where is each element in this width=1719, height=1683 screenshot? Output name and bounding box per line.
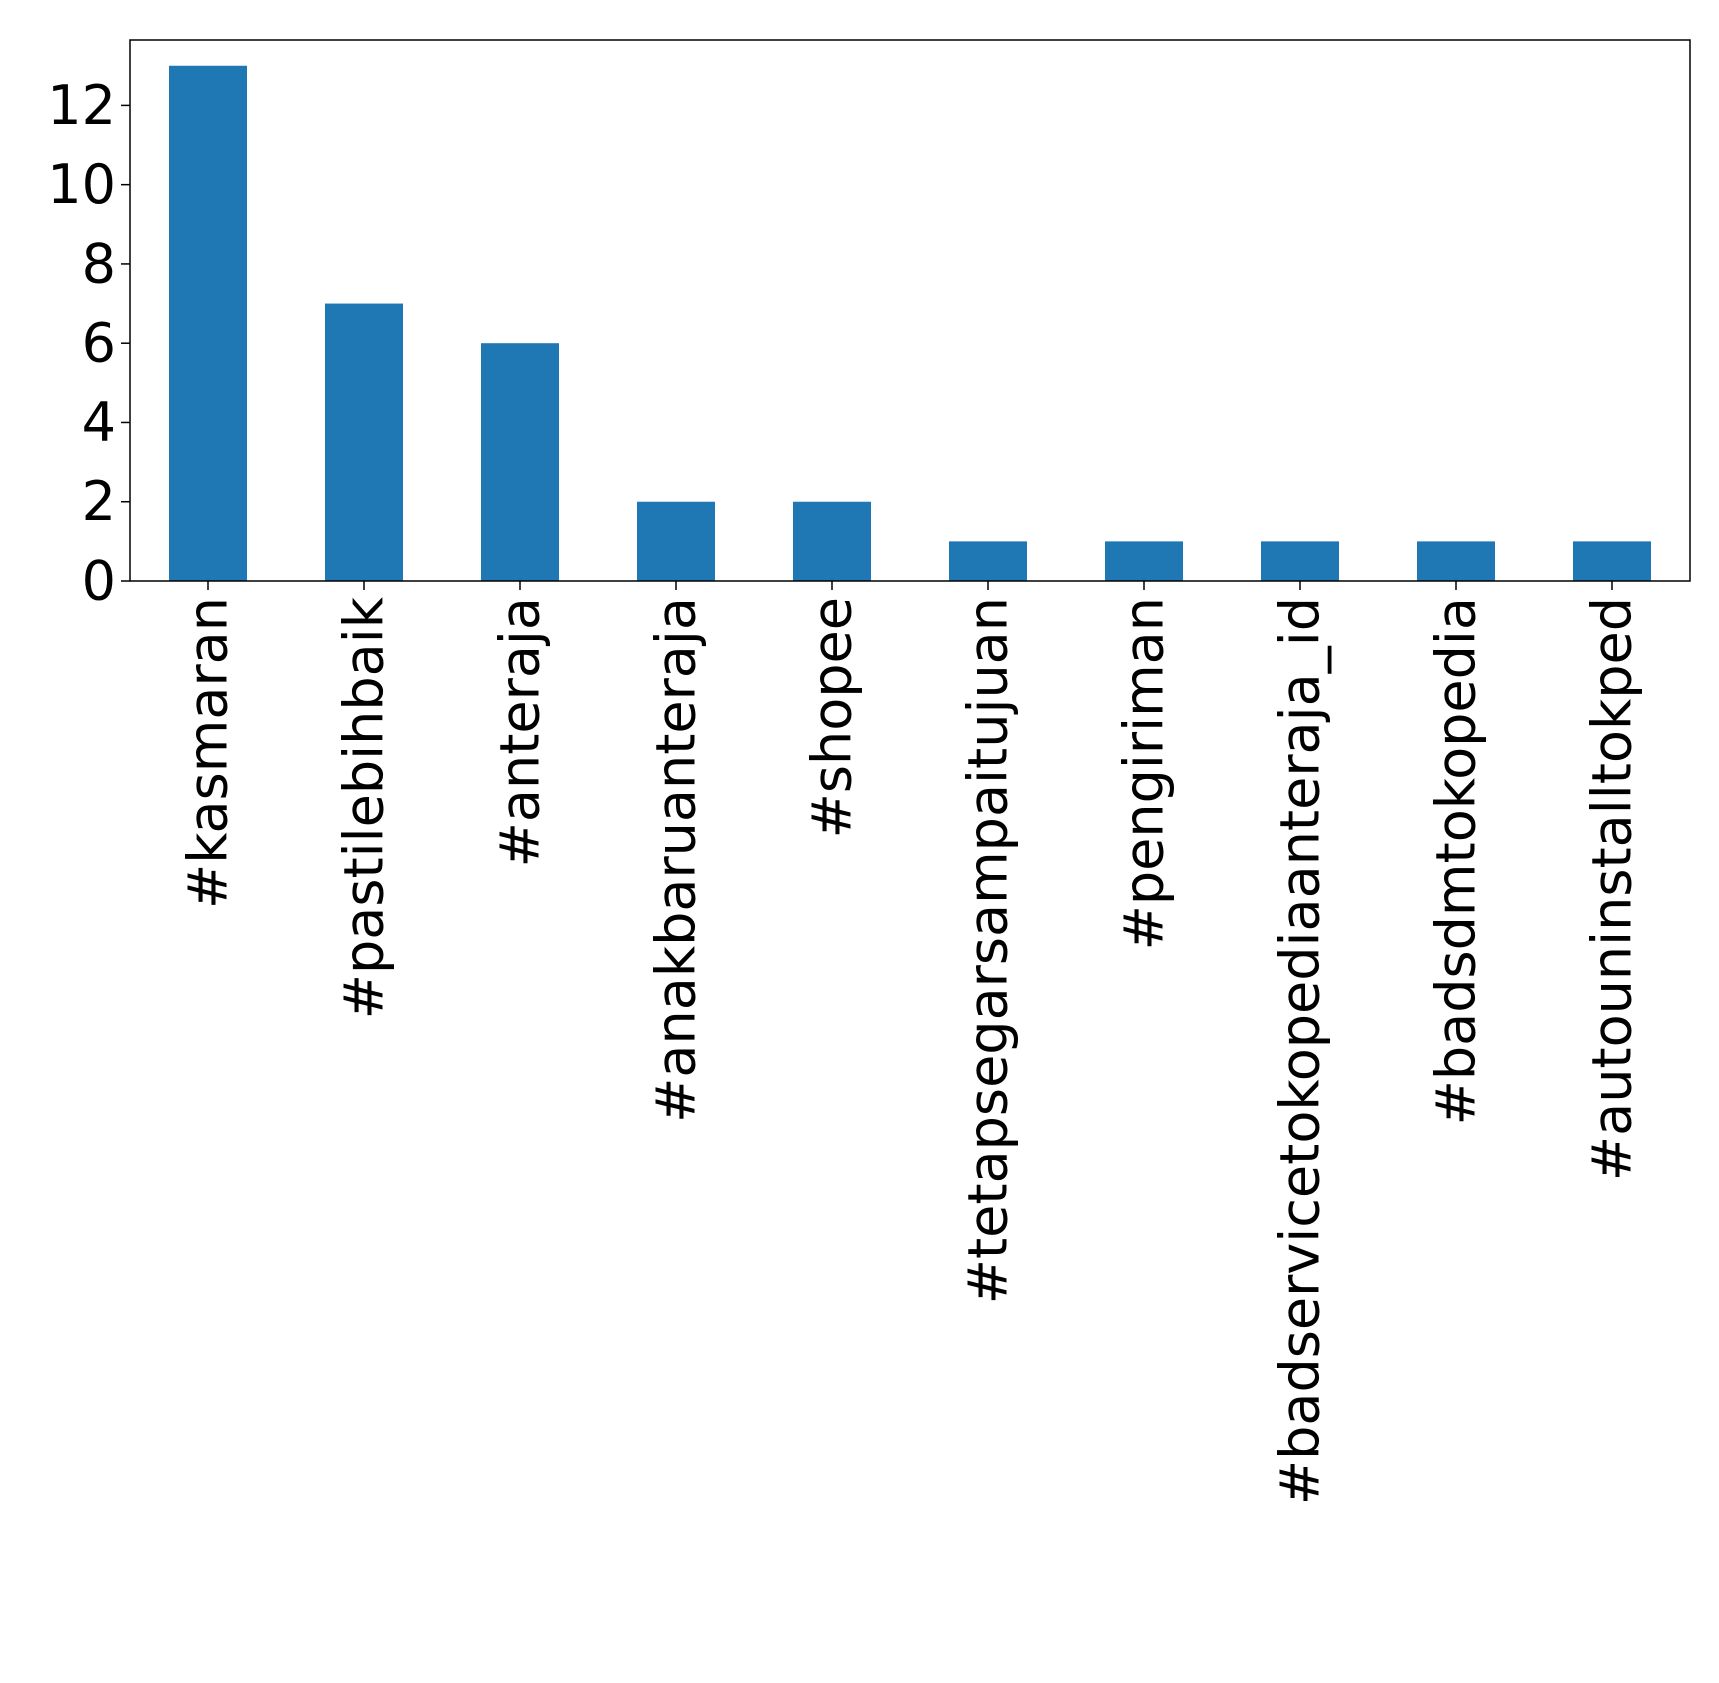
y-tick-label: 4 (82, 391, 116, 454)
y-tick-label: 0 (82, 550, 116, 613)
bar (637, 501, 715, 581)
x-tick-label: #badsdmtokopedia (1425, 597, 1488, 1125)
x-tick-label: #tetapsegarsampaitujuan (957, 597, 1020, 1304)
x-tick-label: #autouninstalltokped (1581, 597, 1644, 1181)
plot-frame (129, 39, 1691, 582)
bars-layer (169, 65, 1651, 581)
y-tick-label: 12 (47, 74, 116, 137)
bar (793, 501, 871, 581)
y-tick-label: 6 (82, 312, 116, 375)
x-axis: #kasmaran #pastilebihbaik #anteraja #anakba… (177, 581, 1644, 1505)
x-tick-label: #kasmaran (177, 597, 240, 909)
bar (169, 65, 247, 581)
y-tick-label: 8 (82, 232, 116, 295)
bar (1417, 541, 1495, 581)
x-tick-label: #pastilebihbaik (333, 596, 396, 1019)
x-tick-label: #anteraja (489, 597, 552, 867)
bar (481, 343, 559, 581)
y-tick-label: 10 (47, 153, 116, 216)
x-tick-label: #shopee (801, 597, 864, 838)
bar (1105, 541, 1183, 581)
bar (1261, 541, 1339, 581)
bar (325, 303, 403, 581)
x-tick-label: #pengiriman (1113, 597, 1176, 950)
x-tick-label: #anakbaruanteraja (645, 597, 708, 1123)
x-tick-label: #badservicetokopediaanteraja_id (1269, 597, 1332, 1505)
bar (1573, 541, 1651, 581)
bar (949, 541, 1027, 581)
y-axis: 0 2 4 6 8 10 12 (47, 74, 130, 613)
y-tick-label: 2 (82, 470, 116, 533)
